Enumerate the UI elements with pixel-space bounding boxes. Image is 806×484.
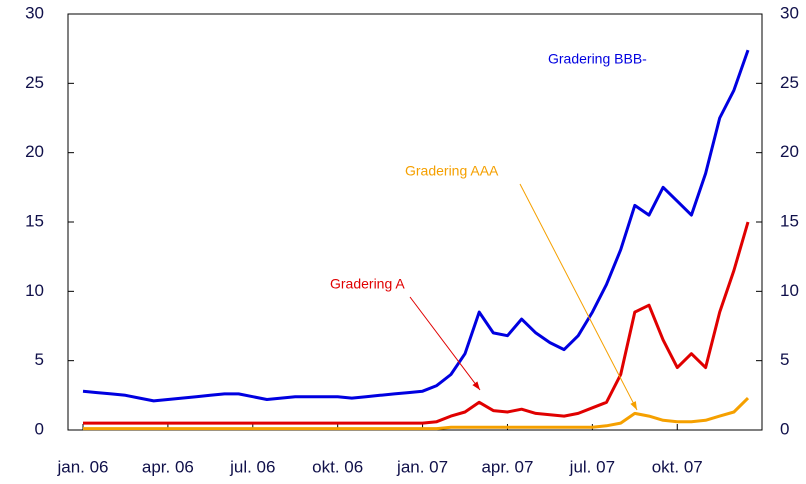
- y-tick-label: 5: [35, 350, 44, 369]
- y2-tick-label: 0: [780, 419, 789, 438]
- x-tick-label: jul. 06: [229, 457, 275, 476]
- x-tick-label: jan. 06: [56, 457, 108, 476]
- x-tick-label: jul. 07: [569, 457, 615, 476]
- y-tick-label: 25: [25, 73, 44, 92]
- legend-label: Gradering AAA: [405, 163, 499, 179]
- y-tick-label: 10: [25, 281, 44, 300]
- y-tick-label: 0: [35, 419, 44, 438]
- legend-label: Gradering BBB-: [548, 51, 647, 67]
- x-tick-label: apr. 07: [481, 457, 533, 476]
- y2-tick-label: 5: [780, 350, 789, 369]
- y2-tick-label: 10: [780, 281, 799, 300]
- x-tick-label: okt. 07: [652, 457, 703, 476]
- y-tick-label: 15: [25, 211, 44, 230]
- x-tick-label: apr. 06: [142, 457, 194, 476]
- y2-tick-label: 15: [780, 211, 799, 230]
- annotation-arrow: [409, 296, 481, 391]
- annotation-arrowhead: [472, 381, 480, 390]
- x-tick-label: jan. 07: [396, 457, 448, 476]
- y2-tick-label: 25: [780, 73, 799, 92]
- annotation-arrow: [519, 183, 638, 411]
- annotation-arrowhead: [630, 401, 637, 410]
- series-line: [82, 49, 750, 403]
- legend-label: Gradering A: [330, 276, 405, 292]
- y-tick-label: 30: [25, 3, 44, 22]
- series-line: [83, 221, 750, 425]
- y-tick-label: 20: [25, 142, 44, 161]
- plot-frame: [67, 13, 763, 431]
- y2-tick-label: 30: [780, 3, 799, 22]
- series-line: [83, 397, 750, 431]
- x-tick-label: okt. 06: [312, 457, 363, 476]
- y2-tick-label: 20: [780, 142, 799, 161]
